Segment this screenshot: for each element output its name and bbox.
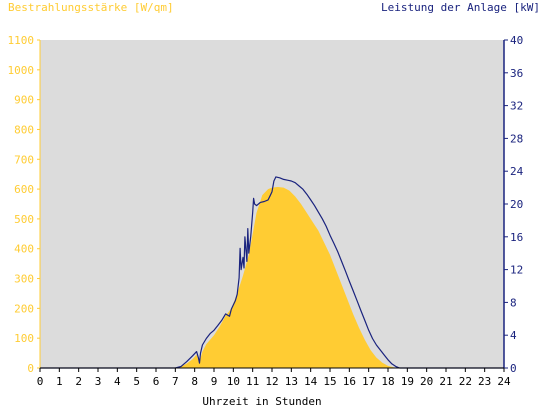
x-tick-label: 16 bbox=[343, 375, 356, 388]
left-tick-label: 200 bbox=[14, 302, 34, 315]
left-axis-title: Bestrahlungsstärke [W/qm] bbox=[8, 1, 174, 14]
x-tick-label: 20 bbox=[420, 375, 433, 388]
series-layer bbox=[40, 176, 504, 369]
left-tick-label: 600 bbox=[14, 183, 34, 196]
left-tick-label: 800 bbox=[14, 123, 34, 136]
right-tick-label: 12 bbox=[510, 264, 523, 277]
right-tick-label: 4 bbox=[510, 329, 517, 342]
x-tick-label: 7 bbox=[172, 375, 179, 388]
x-tick-label: 14 bbox=[304, 375, 318, 388]
x-tick-label: 1 bbox=[56, 375, 63, 388]
x-tick-label: 17 bbox=[362, 375, 375, 388]
left-tick-label: 900 bbox=[14, 94, 34, 107]
x-tick-label: 10 bbox=[227, 375, 240, 388]
x-tick-label: 15 bbox=[323, 375, 336, 388]
power-line bbox=[40, 176, 504, 369]
left-tick-label: 500 bbox=[14, 213, 34, 226]
x-tick-label: 24 bbox=[497, 375, 511, 388]
right-tick-label: 36 bbox=[510, 67, 523, 80]
x-tick-label: 8 bbox=[191, 375, 198, 388]
left-tick-label: 300 bbox=[14, 273, 34, 286]
x-tick-label: 19 bbox=[401, 375, 414, 388]
right-tick-label: 40 bbox=[510, 34, 523, 47]
right-tick-label: 0 bbox=[510, 362, 517, 375]
irradiance-area bbox=[40, 187, 504, 368]
x-tick-label: 5 bbox=[133, 375, 140, 388]
x-tick-label: 0 bbox=[37, 375, 44, 388]
tick-layer: 0100200300400500600700800900100011000481… bbox=[8, 34, 524, 388]
right-tick-label: 24 bbox=[510, 165, 524, 178]
left-tick-label: 1100 bbox=[8, 34, 35, 47]
x-tick-label: 22 bbox=[459, 375, 472, 388]
x-tick-label: 2 bbox=[75, 375, 82, 388]
right-tick-label: 16 bbox=[510, 231, 523, 244]
x-tick-label: 9 bbox=[211, 375, 218, 388]
left-tick-label: 100 bbox=[14, 332, 34, 345]
right-axis-title: Leistung der Anlage [kW] bbox=[381, 1, 540, 14]
right-tick-label: 8 bbox=[510, 296, 517, 309]
x-tick-label: 21 bbox=[439, 375, 452, 388]
x-tick-label: 13 bbox=[285, 375, 298, 388]
x-tick-label: 4 bbox=[114, 375, 121, 388]
left-tick-label: 1000 bbox=[8, 64, 35, 77]
left-tick-label: 700 bbox=[14, 153, 34, 166]
x-tick-label: 6 bbox=[153, 375, 160, 388]
x-tick-label: 18 bbox=[381, 375, 394, 388]
x-tick-label: 11 bbox=[246, 375, 259, 388]
left-tick-label: 0 bbox=[27, 362, 34, 375]
x-axis-title: Uhrzeit in Stunden bbox=[202, 395, 321, 408]
right-tick-label: 32 bbox=[510, 100, 523, 113]
right-tick-label: 20 bbox=[510, 198, 523, 211]
x-tick-label: 3 bbox=[95, 375, 102, 388]
right-tick-label: 28 bbox=[510, 132, 523, 145]
x-tick-label: 23 bbox=[478, 375, 491, 388]
left-tick-label: 400 bbox=[14, 243, 34, 256]
x-tick-label: 12 bbox=[265, 375, 278, 388]
